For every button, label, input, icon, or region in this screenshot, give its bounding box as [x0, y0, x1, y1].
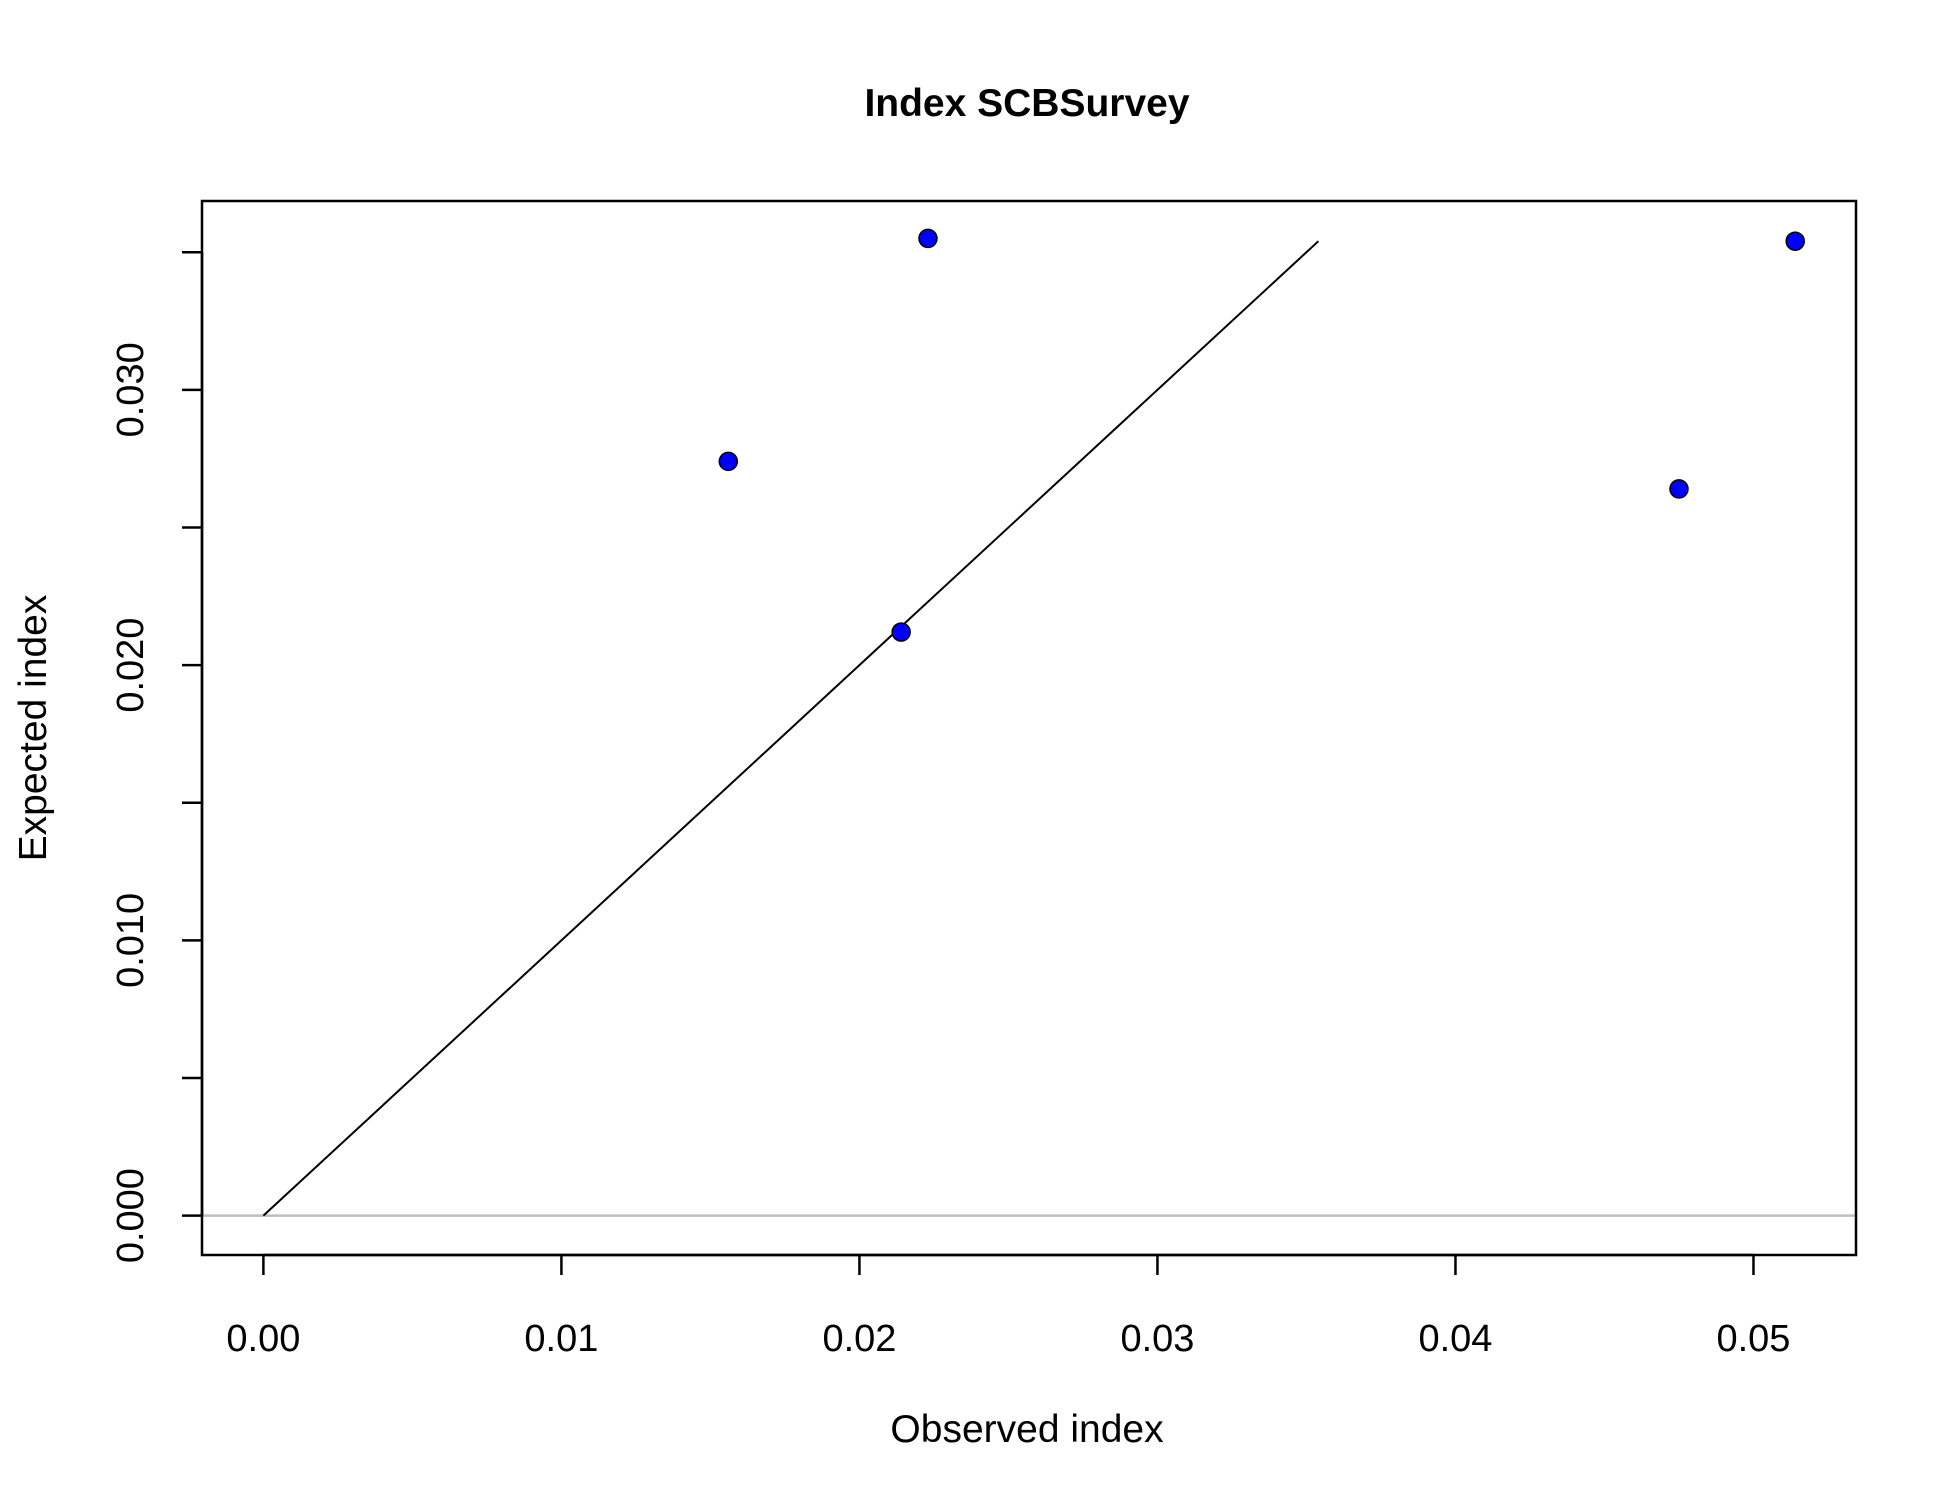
y-tick-label-2: 0.010 — [110, 893, 152, 988]
y-tick-label-6: 0.030 — [110, 342, 152, 437]
x-tick-label-4: 0.04 — [1418, 1318, 1492, 1360]
y-axis-label: Expected index — [12, 594, 55, 861]
reference-line — [262, 240, 1320, 1217]
data-point-5 — [1785, 231, 1805, 251]
plot-frame — [200, 199, 1858, 1257]
data-point-1 — [718, 451, 739, 472]
x-tick-label-0: 0.00 — [226, 1318, 300, 1360]
data-point-2 — [891, 622, 911, 642]
x-tick-label-3: 0.03 — [1120, 1318, 1194, 1360]
x-axis-label: Observed index — [890, 1408, 1164, 1451]
x-axis: 0.00 0.01 0.02 0.03 0.04 0.05 — [226, 1253, 1790, 1360]
y-axis: 0.000 0.010 0.020 0.030 — [110, 250, 204, 1263]
data-point-3 — [918, 228, 938, 249]
plot-area — [202, 228, 1856, 1217]
y-tick-label-4: 0.020 — [110, 618, 152, 713]
chart-title: Index SCBSurvey — [864, 82, 1189, 125]
data-point-4 — [1669, 479, 1689, 499]
x-tick-label-2: 0.02 — [822, 1318, 896, 1360]
y-tick-label-0: 0.000 — [110, 1168, 152, 1263]
x-tick-label-1: 0.01 — [524, 1318, 598, 1360]
x-tick-label-5: 0.05 — [1716, 1318, 1790, 1360]
